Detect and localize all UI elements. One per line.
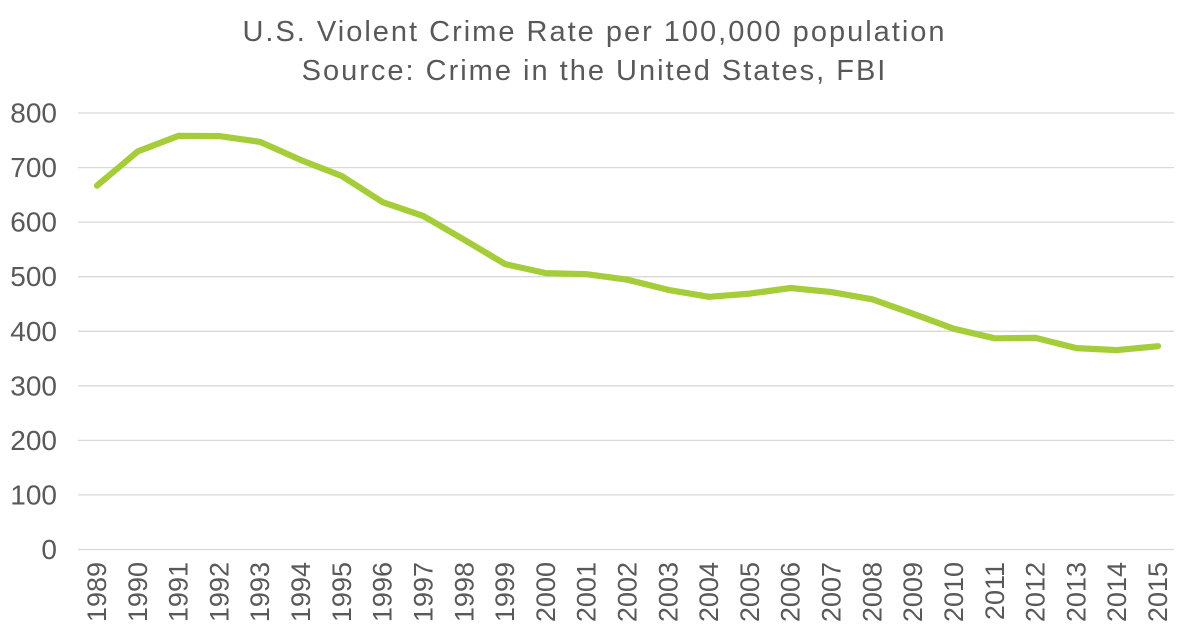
x-tick-label: 1994 (286, 562, 316, 622)
x-tick-label: 1996 (368, 562, 398, 622)
chart-title: U.S. Violent Crime Rate per 100,000 popu… (242, 16, 947, 48)
y-tick-label: 100 (10, 479, 57, 510)
y-tick-label: 300 (10, 370, 57, 401)
x-tick-label: 1991 (164, 562, 194, 622)
x-tick-label: 2005 (735, 562, 765, 622)
x-axis-labels: 1989 1990 1991 1992 1993 1994 1995 1996 1997 1998… (82, 562, 1173, 622)
series-lines (93, 132, 1162, 354)
x-tick-label: 1989 (82, 562, 112, 622)
x-tick-label: 2009 (898, 562, 928, 622)
y-tick-label: 600 (10, 207, 57, 238)
x-tick-label: 2003 (653, 562, 683, 622)
y-tick-label: 200 (10, 425, 57, 456)
y-tick-label: 0 (41, 534, 57, 565)
x-tick-label: 2015 (1143, 562, 1173, 622)
x-tick-label: 1997 (409, 562, 439, 622)
x-tick-label: 2011 (980, 562, 1010, 620)
x-tick-label: 2002 (613, 562, 643, 622)
x-tick-label: 2006 (776, 562, 806, 622)
x-tick-label: 2000 (531, 562, 561, 622)
y-tick-label: 700 (10, 152, 57, 183)
x-tick-label: 1992 (204, 562, 234, 622)
y-tick-label: 400 (10, 316, 57, 347)
x-tick-label: 2013 (1061, 562, 1091, 622)
y-tick-label: 800 (10, 98, 57, 129)
x-tick-label: 1999 (490, 562, 520, 622)
y-tick-label: 500 (10, 261, 57, 292)
x-tick-label: 1995 (327, 562, 357, 622)
x-tick-label: 1990 (123, 562, 153, 622)
x-tick-label: 2010 (939, 562, 969, 622)
x-tick-label: 2008 (857, 562, 887, 622)
y-axis-labels: 0 100 200 300 400 500 600 700 800 (10, 98, 57, 566)
chart-subtitle: Source: Crime in the United States, FBI (301, 55, 888, 87)
chart-title-block: U.S. Violent Crime Rate per 100,000 popu… (0, 13, 1189, 91)
gridlines (78, 112, 1174, 551)
x-tick-label: 2007 (817, 562, 847, 622)
x-tick-label: 1998 (449, 562, 479, 622)
x-tick-label: 2012 (1021, 562, 1051, 622)
crime-rate-line (93, 132, 1162, 354)
x-tick-label: 2014 (1102, 562, 1132, 622)
x-tick-label: 1993 (245, 562, 275, 622)
x-tick-label: 2001 (572, 562, 602, 622)
x-tick-label: 2004 (694, 562, 724, 622)
